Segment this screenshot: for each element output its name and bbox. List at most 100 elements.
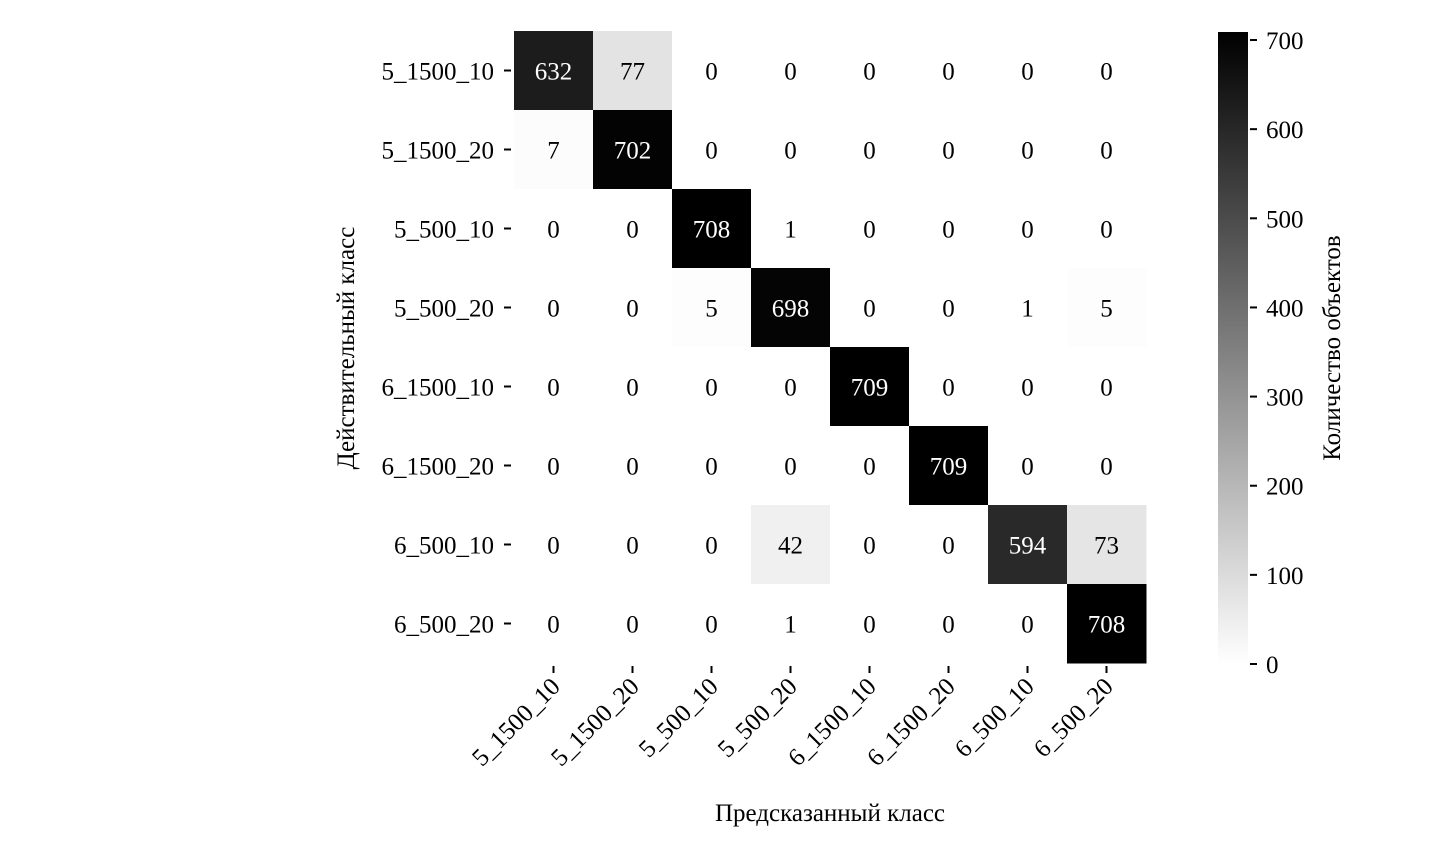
- heatmap-cell: [909, 584, 989, 664]
- heatmap-cell: [830, 31, 910, 111]
- heatmap-cell: [672, 584, 752, 664]
- heatmap-cell: [909, 189, 989, 269]
- cell-value-label: 594: [1009, 533, 1047, 560]
- cell-value-label: 0: [1100, 138, 1113, 165]
- cell-value-label: 0: [626, 454, 639, 481]
- cell-value-label: 0: [547, 533, 560, 560]
- cell-value-label: 77: [620, 59, 645, 86]
- cell-value-label: 0: [705, 138, 718, 165]
- heatmap-cell: [909, 426, 989, 506]
- heatmap-cell: [830, 110, 910, 190]
- heatmap-cell: [751, 110, 831, 190]
- heatmap-cell: [988, 189, 1068, 269]
- heatmap-cell: [514, 584, 594, 664]
- heatmap-cell: [1067, 31, 1147, 111]
- cell-value-label: 0: [784, 59, 797, 86]
- y-axis-title: Действительный класс: [333, 227, 360, 470]
- heatmap-cell: [830, 268, 910, 348]
- heatmap-cell: [514, 347, 594, 427]
- heatmap-cell: [751, 584, 831, 664]
- cell-value-label: 0: [1021, 454, 1034, 481]
- y-axis: 5_1500_10 5_1500_20 5_500_10 5_500_20 6_1500…: [382, 59, 511, 639]
- heatmap-cell: [593, 189, 673, 269]
- heatmap-cell: [909, 505, 989, 585]
- x-axis-title: Предсказанный класс: [715, 800, 945, 827]
- heatmap-cell: [593, 426, 673, 506]
- heatmap-cell: [909, 31, 989, 111]
- heatmap-cell: [672, 268, 752, 348]
- heatmap-cell: [830, 189, 910, 269]
- x-axis: 5_1500_105_1500_205_500_105_500_206_1500…: [467, 666, 1119, 772]
- cell-value-label: 0: [626, 217, 639, 244]
- cell-value-label: 0: [942, 533, 955, 560]
- cell-value-label: 0: [942, 612, 955, 639]
- colorbar-title: Количество объектов: [1319, 235, 1346, 461]
- colorbar-tick-label: 400: [1266, 295, 1304, 322]
- heatmap-cell: [751, 505, 831, 585]
- heatmap-cell: [830, 426, 910, 506]
- heatmap-cell: [751, 268, 831, 348]
- colorbar-tick-label: 200: [1266, 474, 1304, 501]
- heatmap-cells: [514, 31, 1147, 664]
- cell-value-label: 5: [1100, 296, 1113, 323]
- y-tick-label: 5_1500_10: [382, 59, 495, 86]
- heatmap-cell: [988, 347, 1068, 427]
- cell-value-label: 0: [784, 454, 797, 481]
- heatmap-cell: [988, 426, 1068, 506]
- cell-value-label: 0: [942, 138, 955, 165]
- cell-value-label: 0: [1021, 59, 1034, 86]
- cell-value-label: 0: [863, 138, 876, 165]
- cell-value-label: 702: [614, 138, 652, 165]
- heatmap-cell: [593, 268, 673, 348]
- heatmap-cell: [672, 110, 752, 190]
- heatmap-cell: [514, 268, 594, 348]
- cell-value-label: 0: [784, 138, 797, 165]
- cell-value-label: 0: [705, 612, 718, 639]
- heatmap-cell: [672, 347, 752, 427]
- cell-value-label: 0: [547, 612, 560, 639]
- heatmap-cell: [909, 347, 989, 427]
- heatmap-cell: [751, 189, 831, 269]
- cell-value-label: 0: [547, 296, 560, 323]
- cell-value-label: 0: [626, 612, 639, 639]
- cell-value-label: 0: [547, 454, 560, 481]
- heatmap-cell: [593, 584, 673, 664]
- x-tick-label: 6_500_10: [950, 673, 1040, 763]
- colorbar-tick-label: 700: [1266, 28, 1304, 55]
- cell-value-label: 0: [1021, 138, 1034, 165]
- heatmap-cell: [988, 31, 1068, 111]
- heatmap-cell: [988, 110, 1068, 190]
- heatmap-cell: [514, 505, 594, 585]
- cell-value-label: 0: [626, 533, 639, 560]
- heatmap-cell: [593, 110, 673, 190]
- cell-value-label: 1: [1021, 296, 1034, 323]
- cell-value-label: 0: [784, 375, 797, 402]
- cell-value-label: 0: [942, 217, 955, 244]
- y-tick-label: 6_1500_20: [382, 454, 495, 481]
- cell-value-label: 73: [1094, 533, 1119, 560]
- heatmap-cell: [514, 189, 594, 269]
- heatmap-cell: [751, 347, 831, 427]
- cell-value-label: 0: [863, 533, 876, 560]
- cell-value-label: 5: [705, 296, 718, 323]
- colorbar-tick-label: 500: [1266, 206, 1304, 233]
- cell-value-label: 708: [693, 217, 731, 244]
- cell-value-label: 0: [1100, 375, 1113, 402]
- heatmap-cell: [909, 268, 989, 348]
- y-tick-label: 5_500_10: [394, 217, 494, 244]
- cell-value-label: 0: [705, 533, 718, 560]
- cell-value-label: 0: [705, 375, 718, 402]
- heatmap-cell: [988, 584, 1068, 664]
- heatmap-cell: [830, 347, 910, 427]
- heatmap-cell-labels: 632 77 0 0 0 0 0 0 7 702 0 0 0 0 0 0 0 0 708 1 0 0 0 0 0 0 5 698 0 0 1…: [535, 59, 1126, 639]
- heatmap-cell: [1067, 110, 1147, 190]
- colorbar-tick-label: 0: [1266, 652, 1279, 679]
- cell-value-label: 0: [1100, 217, 1113, 244]
- heatmap-cell: [1067, 268, 1147, 348]
- cell-value-label: 709: [930, 454, 968, 481]
- cell-value-label: 708: [1088, 612, 1126, 639]
- heatmap-cell: [751, 31, 831, 111]
- heatmap-cell: [593, 31, 673, 111]
- heatmap-cell: [1067, 347, 1147, 427]
